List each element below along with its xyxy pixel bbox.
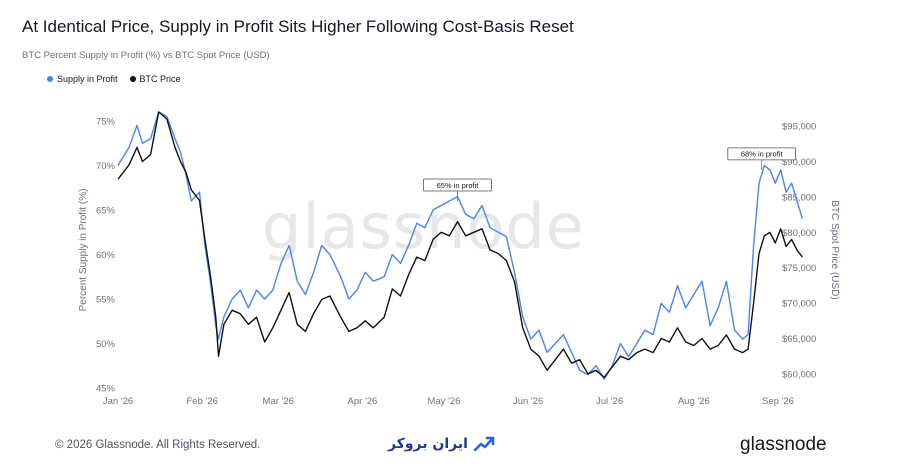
x-tick-label: Mar '26 (263, 396, 294, 407)
y-right-tick-label: $60,000 (782, 369, 816, 380)
x-tick-label: Jul '26 (596, 396, 623, 407)
partner-logo: ایران بروکر (388, 434, 495, 454)
y-left-axis-title: Percent Supply in Profit (%) (78, 189, 89, 312)
y-left-tick-label: 55% (96, 294, 116, 305)
x-tick-label: Jan '26 (103, 396, 133, 407)
legend-label-price: BTC Price (139, 74, 181, 84)
x-tick-label: Feb '26 (187, 396, 218, 407)
btc-price-line (117, 111, 803, 379)
y-left-tick-label: 75% (96, 116, 116, 127)
y-left-tick-label: 45% (96, 384, 116, 395)
legend-item-price[interactable]: BTC Price (129, 74, 181, 84)
chart-title: At Identical Price, Supply in Profit Sit… (22, 17, 574, 36)
x-tick-label: Aug '26 (678, 396, 710, 407)
y-right-axis-title: BTC Spot Price (USD) (829, 200, 840, 299)
copyright-text: © 2026 Glassnode. All Rights Reserved. (55, 439, 261, 451)
supply-in-profit-line (117, 111, 804, 380)
y-left-tick-label: 65% (96, 205, 116, 216)
x-tick-label: May '26 (427, 396, 460, 407)
legend-swatch-supply (47, 76, 53, 82)
annotation-label: 68% in profit (741, 150, 784, 159)
annotation-label: 65% in profit (437, 181, 480, 190)
y-right-tick-label: $65,000 (782, 334, 816, 345)
y-right-tick-label: $90,000 (782, 157, 816, 168)
y-right-tick-label: $75,000 (782, 263, 816, 274)
legend-label-supply: Supply in Profit (57, 74, 118, 84)
y-left-tick-label: 60% (96, 250, 116, 261)
x-tick-label: Apr '26 (348, 396, 378, 407)
y-left-tick-label: 50% (96, 339, 116, 350)
y-right-tick-label: $80,000 (782, 228, 816, 239)
x-tick-label: Jun '26 (513, 396, 543, 407)
legend-item-supply[interactable]: Supply in Profit (47, 74, 118, 84)
y-right-tick-label: $70,000 (782, 299, 816, 310)
y-right-tick-label: $95,000 (782, 122, 816, 133)
brand-logo: glassnode (740, 434, 827, 455)
annotation-box (423, 178, 492, 192)
chart-subtitle: BTC Percent Supply in Profit (%) vs BTC … (22, 50, 270, 61)
legend: Supply in Profit BTC Price (47, 74, 181, 84)
partner-logo-text: ایران بروکر (388, 436, 468, 452)
y-right-tick-label: $85,000 (782, 192, 816, 203)
trend-arrow-icon (473, 436, 495, 452)
legend-swatch-price (129, 76, 136, 82)
annotation-box (727, 147, 797, 161)
x-tick-label: Sep '26 (762, 396, 794, 407)
chart-area: 45% 50% 55% 60% 65% 70% 75% $60,000 $65,000 $70,0… (78, 111, 840, 407)
y-left-tick-label: 70% (96, 161, 116, 172)
